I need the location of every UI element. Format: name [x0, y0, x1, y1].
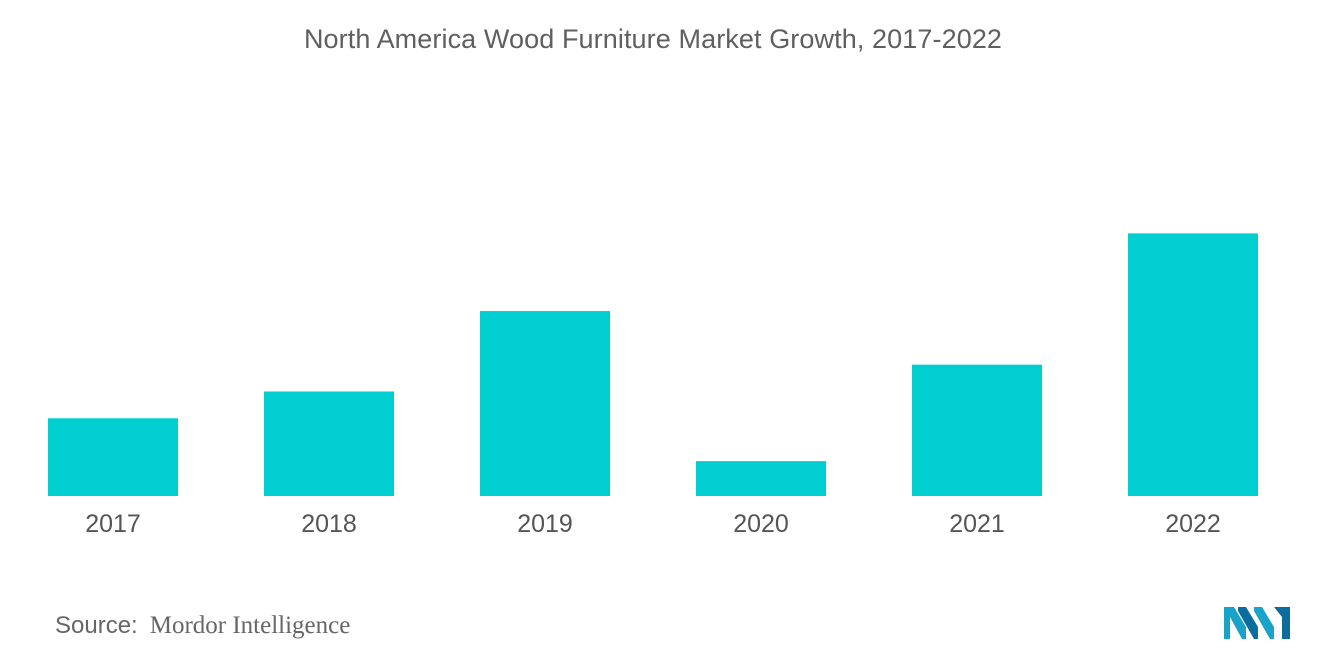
x-tick-labels: 2017 2018 2019 2020 2021 2022 [85, 510, 1221, 538]
bar-2020 [696, 461, 826, 496]
x-tick-label-2022: 2022 [1165, 510, 1221, 538]
x-tick-label-2021: 2021 [949, 510, 1005, 538]
bar-2018 [264, 391, 394, 496]
source-line: Source: Mordor Intelligence [55, 612, 350, 640]
x-tick-label-2017: 2017 [85, 510, 141, 538]
x-tick-label-2020: 2020 [733, 510, 789, 538]
mordor-intelligence-logo-icon [1224, 607, 1290, 639]
x-tick-label-2018: 2018 [301, 510, 357, 538]
x-tick-label-2019: 2019 [517, 510, 573, 538]
bar-2019 [480, 311, 610, 496]
bar-2017 [48, 418, 178, 496]
source-value: Mordor Intelligence [149, 612, 351, 639]
source-label: Source: [55, 612, 138, 639]
bar-2021 [912, 364, 1042, 496]
chart-title: North America Wood Furniture Market Grow… [303, 24, 1003, 54]
bar-2022 [1128, 233, 1258, 497]
bars-group [48, 233, 1258, 497]
